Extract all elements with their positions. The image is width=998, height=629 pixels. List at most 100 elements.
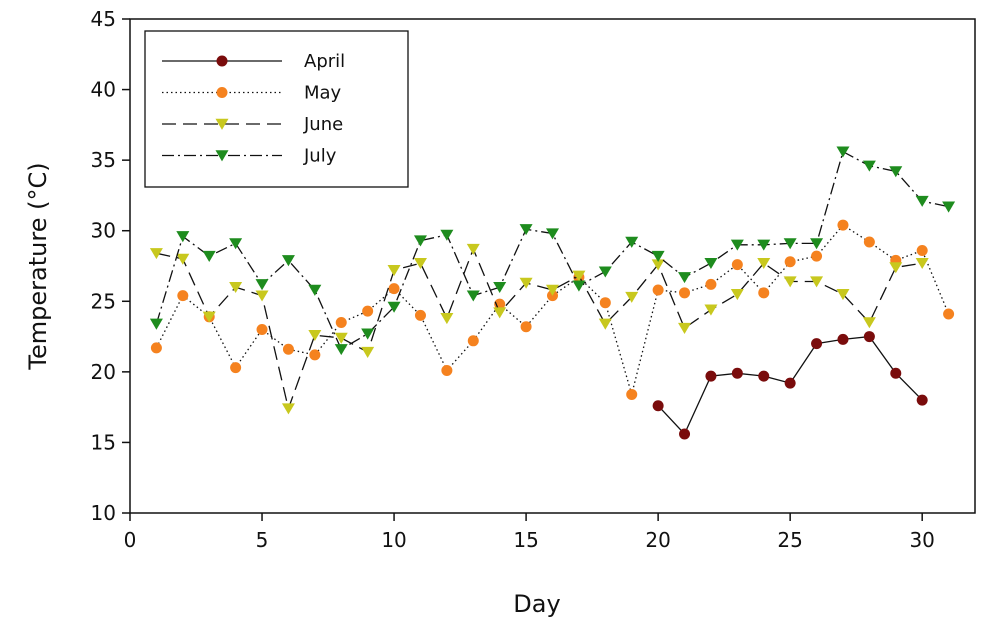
data-point-april bbox=[731, 367, 743, 379]
data-point-may bbox=[705, 278, 717, 290]
data-point-june bbox=[149, 248, 163, 260]
data-point-july bbox=[598, 266, 612, 278]
y-tick-label: 30 bbox=[91, 219, 116, 243]
data-point-july bbox=[202, 250, 216, 262]
data-point-april bbox=[811, 338, 823, 350]
data-point-july bbox=[466, 290, 480, 302]
data-point-june bbox=[229, 281, 243, 294]
y-tick-label: 40 bbox=[91, 78, 116, 102]
series-line-may bbox=[155, 224, 950, 397]
data-point-june bbox=[413, 257, 427, 270]
legend-item-april: April bbox=[162, 51, 345, 72]
y-tick-label: 45 bbox=[91, 7, 116, 31]
data-point-may bbox=[837, 219, 849, 231]
x-tick-label: 5 bbox=[256, 528, 269, 552]
data-point-may bbox=[362, 305, 374, 317]
data-point-july bbox=[810, 238, 824, 250]
plot-area bbox=[129, 18, 976, 514]
legend-marker-july bbox=[215, 150, 229, 162]
data-point-july bbox=[413, 235, 427, 247]
data-point-july bbox=[149, 318, 163, 330]
series-may bbox=[150, 219, 955, 400]
data-point-june bbox=[361, 346, 375, 358]
data-point-june bbox=[915, 257, 929, 270]
data-point-may bbox=[811, 250, 823, 262]
x-tick-label: 10 bbox=[381, 528, 406, 552]
series-april bbox=[652, 331, 928, 440]
data-point-june bbox=[598, 318, 612, 330]
data-point-may bbox=[414, 309, 426, 321]
data-point-july bbox=[229, 238, 243, 250]
data-point-april bbox=[916, 394, 928, 406]
data-point-july bbox=[678, 272, 692, 284]
data-point-may bbox=[599, 297, 611, 309]
data-point-june bbox=[810, 276, 824, 288]
data-point-june bbox=[466, 243, 480, 255]
data-point-june bbox=[176, 253, 190, 265]
data-point-may bbox=[177, 290, 189, 302]
x-axis: 0 5 10 15 20 25 30 bbox=[124, 513, 935, 552]
data-point-april bbox=[837, 333, 849, 345]
y-tick-label: 15 bbox=[91, 430, 116, 454]
data-point-april bbox=[758, 370, 770, 382]
data-point-may bbox=[679, 287, 691, 299]
x-tick-label: 20 bbox=[645, 528, 670, 552]
legend-label-april: April bbox=[304, 51, 345, 72]
y-tick-label: 25 bbox=[91, 289, 116, 313]
data-point-may bbox=[626, 388, 638, 400]
data-point-april bbox=[863, 331, 875, 343]
x-tick-label: 15 bbox=[513, 528, 538, 552]
legend-marker-april bbox=[216, 55, 228, 67]
data-point-july bbox=[651, 250, 665, 262]
data-point-july bbox=[387, 301, 401, 313]
data-point-july bbox=[440, 229, 454, 241]
data-point-july bbox=[862, 160, 876, 172]
data-point-june bbox=[862, 317, 876, 329]
data-point-june bbox=[678, 322, 692, 334]
data-point-may bbox=[652, 284, 664, 296]
data-point-june bbox=[757, 257, 771, 270]
data-point-june bbox=[651, 259, 665, 271]
data-point-july bbox=[836, 146, 850, 158]
data-point-april bbox=[679, 428, 691, 440]
data-point-june bbox=[889, 262, 903, 274]
legend: April May June July bbox=[144, 30, 409, 188]
data-point-may bbox=[731, 259, 743, 271]
data-point-april bbox=[890, 367, 902, 379]
data-point-june bbox=[334, 332, 348, 344]
data-point-july bbox=[493, 281, 507, 294]
legend-item-june: June bbox=[162, 114, 343, 135]
legend-label-may: May bbox=[304, 83, 342, 104]
data-point-july bbox=[281, 255, 295, 267]
data-point-april bbox=[784, 377, 796, 389]
data-point-july bbox=[757, 239, 771, 251]
legend-box bbox=[144, 30, 409, 188]
data-point-july bbox=[255, 279, 269, 291]
data-point-may bbox=[256, 324, 268, 336]
data-point-may bbox=[282, 343, 294, 355]
data-point-july bbox=[730, 239, 744, 251]
data-point-july bbox=[308, 284, 322, 296]
data-point-july bbox=[546, 228, 559, 240]
data-point-july bbox=[572, 280, 586, 292]
data-point-june bbox=[546, 284, 559, 296]
data-point-may bbox=[520, 321, 532, 333]
y-tick-label: 10 bbox=[91, 501, 116, 525]
data-point-july bbox=[942, 201, 956, 213]
data-point-june bbox=[281, 403, 295, 415]
plot-frame bbox=[129, 18, 976, 514]
data-point-june bbox=[308, 329, 322, 342]
data-point-june bbox=[202, 311, 216, 323]
series-june bbox=[149, 243, 929, 415]
data-point-july bbox=[783, 238, 797, 250]
data-point-may bbox=[943, 308, 955, 320]
data-point-may bbox=[916, 244, 928, 256]
legend-label-june: June bbox=[303, 114, 343, 135]
data-point-may bbox=[784, 256, 796, 268]
y-tick-label: 35 bbox=[91, 148, 116, 172]
data-point-june bbox=[440, 313, 454, 325]
data-point-may bbox=[758, 287, 770, 299]
data-point-may bbox=[230, 362, 242, 374]
data-point-april bbox=[705, 370, 717, 382]
